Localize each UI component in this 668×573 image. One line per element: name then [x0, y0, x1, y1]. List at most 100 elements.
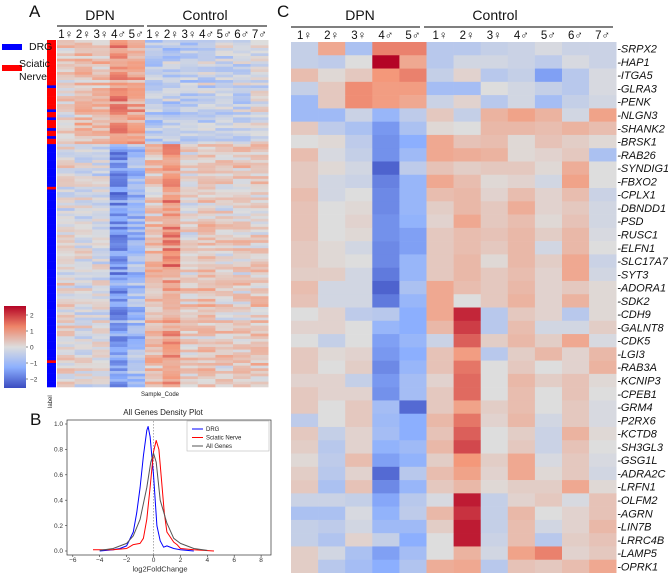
panel-c-heatmap-cell	[480, 280, 509, 295]
panel-a-tissue-label-cell	[47, 274, 56, 278]
panel-a-heatmap-cell	[162, 136, 181, 140]
panel-a-heatmap-cell	[57, 82, 75, 86]
panel-a-heatmap-cell	[127, 360, 146, 364]
panel-a-heatmap-cell	[233, 106, 251, 110]
panel-c-heatmap-cell	[507, 400, 536, 414]
panel-a-heatmap-cell	[162, 106, 181, 110]
panel-a-heatmap-cell	[57, 128, 75, 132]
panel-a-heatmap-cell	[127, 365, 146, 369]
panel-a-heatmap-cell	[180, 48, 199, 51]
panel-a-heatmap-cell	[197, 312, 216, 316]
panel-c-heatmap-cell	[534, 42, 563, 56]
panel-a-heatmap-cell	[57, 157, 75, 161]
panel-a-heatmap-cell	[127, 176, 146, 180]
panel-c-heatmap-cell	[453, 466, 481, 481]
panel-a-heatmap-cell	[145, 282, 163, 286]
panel-a-heatmap-cell	[197, 58, 216, 62]
panel-a-heatmap-cell	[215, 194, 234, 198]
panel-c-heatmap-cell	[318, 413, 346, 428]
panel-a-heatmap-cell	[250, 216, 269, 220]
panel-c-heatmap-cell	[562, 426, 590, 441]
panel-a-heatmap-cell	[180, 221, 199, 225]
panel-a-heatmap-cell	[145, 48, 163, 51]
panel-c-heatmap-cell	[372, 413, 400, 428]
panel-a-heatmap-cell	[233, 93, 251, 97]
panel-a-heatmap-cell	[215, 229, 234, 233]
panel-c-heatmap-cell	[318, 188, 346, 202]
panel-a-heatmap-cell	[145, 304, 163, 308]
panel-c-heatmap-cell	[589, 519, 617, 534]
panel-a-heatmap-cell	[57, 120, 75, 124]
panel-a-heatmap-cell	[162, 66, 181, 70]
panel-c-heatmap-cell	[426, 280, 454, 295]
panel-a-heatmap-cell	[109, 322, 128, 326]
panel-a-heatmap-cell	[109, 154, 128, 158]
panel-a-heatmap-cell	[57, 304, 75, 308]
panel-a-heatmap-cell	[250, 88, 269, 92]
panel-c-heatmap-cell	[480, 373, 509, 388]
panel-c-heatmap-cell	[453, 360, 481, 375]
panel-a-tissue-label-cell	[47, 186, 56, 190]
panel-a-heatmap-cell	[197, 178, 216, 182]
panel-a-heatmap-cell	[74, 296, 93, 300]
panel-a-heatmap-cell	[233, 117, 251, 121]
panel-c-heatmap-cell	[372, 254, 400, 268]
panel-c-gene-label: -LIN7B	[617, 522, 651, 534]
panel-a-heatmap-cell	[145, 165, 163, 169]
panel-a-heatmap-cell	[145, 194, 163, 198]
panel-c-heatmap-cell	[589, 55, 617, 69]
panel-a-heatmap-cell	[162, 122, 181, 126]
panel-a-sample-label: 1♀	[58, 29, 73, 41]
panel-a-heatmap-cell	[127, 338, 146, 342]
panel-a-heatmap-cell	[197, 306, 216, 310]
panel-c-heatmap-cell	[562, 519, 590, 534]
panel-a-heatmap-cell	[127, 328, 146, 332]
panel-c-heatmap-cell	[399, 533, 427, 547]
panel-a-heatmap-cell	[145, 338, 163, 342]
panel-c-heatmap-cell	[453, 55, 481, 69]
panel-a-heatmap-cell	[74, 333, 93, 337]
panel-a-heatmap-cell	[109, 88, 128, 92]
panel-a-heatmap-cell	[250, 237, 269, 241]
panel-c-gene-label: -CDK5	[617, 336, 651, 348]
panel-a-heatmap-cell	[109, 272, 128, 276]
panel-c-heatmap-cell	[372, 533, 400, 547]
panel-c-gene-label: -CPEB1	[617, 389, 657, 401]
panel-a-heatmap-cell	[57, 344, 75, 348]
panel-a-heatmap-cell	[215, 141, 234, 145]
panel-c-heatmap-cell	[562, 254, 590, 268]
panel-c-heatmap-cell	[291, 42, 319, 56]
panel-a-heatmap-cell	[180, 192, 199, 196]
panel-c-heatmap-cell	[426, 42, 454, 56]
panel-a-heatmap-cell	[145, 50, 163, 54]
panel-a-heatmap-cell	[233, 232, 251, 236]
panel-a-heatmap-cell	[197, 117, 216, 121]
panel-c-gene-label: -ADRA2C	[617, 468, 665, 480]
panel-a-heatmap-cell	[197, 144, 216, 148]
panel-a-heatmap-cell	[215, 77, 234, 81]
panel-a-heatmap-cell	[109, 64, 128, 67]
panel-c-heatmap-cell	[453, 506, 481, 521]
panel-a-heatmap-cell	[74, 336, 93, 340]
panel-c-heatmap-cell	[399, 280, 427, 295]
panel-a-tissue-label-cell	[47, 72, 56, 75]
panel-a-heatmap-cell	[233, 213, 251, 217]
panel-c-gene-label: -OLFM2	[617, 495, 657, 507]
panel-a-heatmap-cell	[92, 290, 111, 294]
panel-c-heatmap-cell	[345, 440, 373, 454]
panel-a-heatmap-cell	[180, 210, 199, 214]
panel-a-heatmap-cell	[250, 333, 269, 337]
panel-a-heatmap-cell	[197, 232, 216, 236]
panel-c-heatmap-cell	[372, 426, 400, 441]
panel-a-heatmap-cell	[145, 237, 163, 241]
panel-a-heatmap-cell	[92, 53, 111, 57]
panel-a-heatmap-cell	[215, 221, 234, 225]
panel-a-heatmap-cell	[57, 362, 75, 366]
panel-a-heatmap-cell	[162, 53, 181, 57]
panel-c-heatmap-cell	[507, 334, 536, 348]
panel-a-tissue-label-cell	[47, 269, 56, 273]
panel-c-heatmap-cell	[291, 546, 319, 561]
panel-a-heatmap-cell	[233, 373, 251, 377]
panel-c-heatmap-cell	[399, 227, 427, 242]
panel-a-heatmap-cell	[197, 285, 216, 289]
